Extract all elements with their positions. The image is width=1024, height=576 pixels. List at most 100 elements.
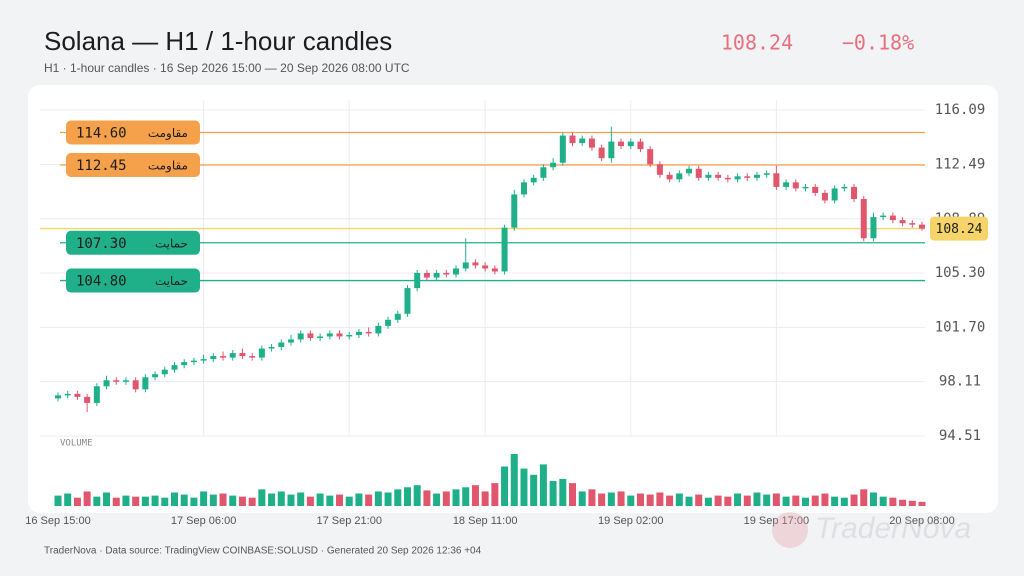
volume-bar (151, 495, 159, 506)
candle-body (268, 347, 275, 349)
candle-body (598, 147, 605, 159)
footer: TraderNova · Data source: TradingView CO… (44, 546, 482, 557)
volume-bar (879, 496, 887, 506)
volume-bar (792, 495, 800, 506)
candle-body (899, 220, 906, 224)
level-tag: مقاومت (148, 126, 188, 141)
candle-body (122, 380, 129, 382)
x-tick-label: 16 Sep 15:00 (25, 515, 90, 527)
candle-body (55, 395, 61, 399)
candle-body (326, 333, 333, 337)
volume-bar (831, 496, 839, 506)
volume-bar (646, 494, 654, 506)
candle-body (84, 396, 91, 403)
volume-bar (724, 496, 732, 506)
candle-body (569, 135, 576, 144)
candle-body (695, 168, 702, 178)
volume-bar (636, 493, 644, 506)
candle-body (365, 331, 372, 334)
candle-body (200, 359, 207, 361)
last-price-badge-label: 108.24 (936, 222, 983, 237)
volume-bar (180, 494, 188, 506)
candle-body (93, 386, 100, 403)
volume-bar (170, 492, 178, 506)
volume-bar (520, 468, 528, 506)
volume-bar (248, 497, 256, 506)
volume-bar (481, 491, 489, 506)
candle-body (520, 182, 527, 195)
candle-body (909, 223, 916, 225)
candle-body (821, 192, 828, 201)
volume-bar (501, 466, 509, 506)
volume-bar (607, 492, 615, 506)
candle-body (190, 360, 197, 363)
volume-bar (316, 493, 324, 506)
candle-body (394, 313, 401, 320)
volume-bar (850, 494, 858, 506)
y-tick-label: 116.09 (935, 102, 986, 118)
candle-body (889, 215, 896, 221)
candle-body (433, 273, 440, 278)
candle-body (171, 365, 178, 370)
candle-body (734, 176, 741, 180)
level-badge (66, 230, 200, 255)
volume-bar (734, 493, 742, 506)
volume-bar (64, 493, 72, 506)
candle-body (860, 198, 867, 239)
volume-bar (918, 501, 926, 506)
candle-body (792, 182, 799, 189)
candle-body (278, 342, 285, 348)
volume-bar (753, 492, 761, 506)
volume-label: VOLUME (60, 439, 93, 449)
volume-bar (103, 492, 111, 506)
volume-bar (374, 491, 382, 506)
volume-bar (258, 489, 266, 506)
price-change: −0.18% (842, 31, 914, 55)
chart-panel (28, 85, 998, 513)
level-tag: مقاومت (148, 158, 188, 173)
volume-bar (112, 497, 120, 506)
y-tick-label: 94.51 (939, 428, 981, 444)
candle-body (919, 224, 925, 229)
volume-bar (685, 496, 693, 506)
volume-bar (899, 499, 907, 506)
volume-bar (617, 491, 625, 506)
candle-body (385, 319, 392, 326)
candle-body (414, 273, 421, 289)
volume-bar (83, 491, 91, 506)
candle-body (297, 333, 304, 340)
volume-bar (588, 489, 596, 506)
candle-body (773, 173, 780, 187)
candle-body (287, 339, 294, 343)
candle-body (802, 186, 809, 189)
candle-body (132, 380, 139, 390)
volume-bar (122, 495, 130, 506)
volume-bar (132, 496, 140, 506)
candle-body (229, 353, 236, 358)
chart-subtitle: H1 · 1-hour candles · 16 Sep 2026 15:00 … (44, 61, 410, 75)
candle-body (588, 138, 595, 148)
candle-body (724, 177, 731, 180)
candle-body (666, 174, 673, 180)
candle-body (210, 356, 217, 360)
volume-bar (811, 495, 819, 506)
y-tick-label: 101.70 (935, 319, 986, 335)
volume-bar (287, 494, 295, 506)
candle-body (355, 331, 362, 335)
candle-body (443, 273, 450, 275)
candle-body (258, 348, 265, 358)
level-tag: حمایت (155, 236, 188, 250)
volume-bar (394, 489, 402, 506)
volume-bar (704, 497, 712, 506)
candle-body (812, 186, 819, 193)
volume-bar (598, 493, 606, 506)
volume-bar (229, 495, 237, 506)
volume-bar (73, 497, 81, 506)
candle-body (559, 135, 566, 163)
candle-body (64, 393, 71, 396)
volume-bar (345, 496, 353, 506)
volume-bar (268, 493, 276, 506)
y-tick-label: 98.11 (939, 374, 981, 390)
volume-bar (491, 483, 499, 506)
